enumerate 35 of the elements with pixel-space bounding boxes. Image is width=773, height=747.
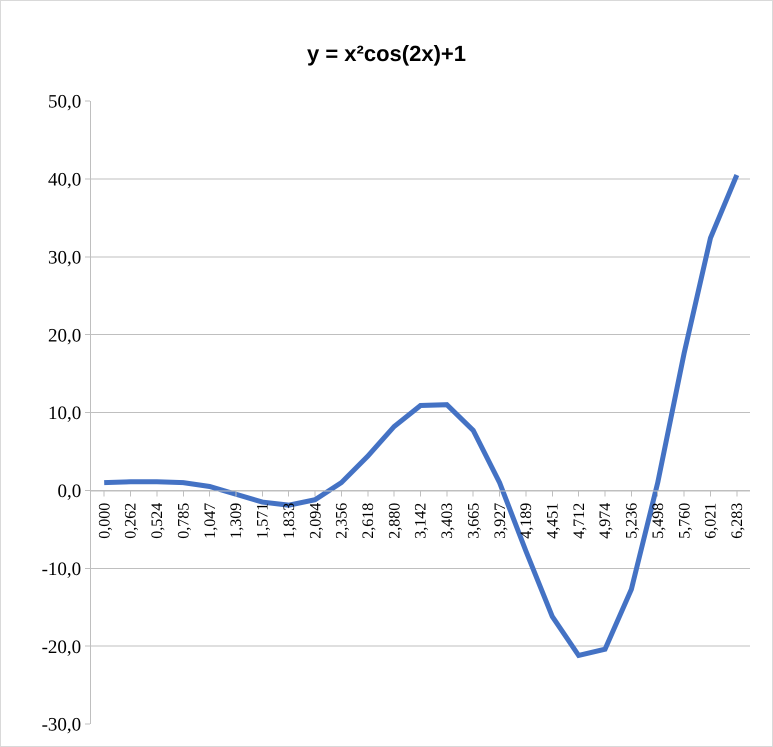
x-tick-label: 1,571 xyxy=(254,502,272,539)
y-tick-label: -20,0 xyxy=(42,636,82,658)
x-tick-label: 4,974 xyxy=(597,502,614,539)
x-tick-label: 4,712 xyxy=(570,502,588,539)
x-tick-label: 0,785 xyxy=(175,502,192,539)
x-tick-label: 1,047 xyxy=(202,502,219,539)
y-tick-label: 30,0 xyxy=(48,247,82,268)
x-tick-label: 5,498 xyxy=(650,502,667,539)
y-tick-label: 10,0 xyxy=(48,403,82,424)
x-tick-label: 3,142 xyxy=(412,502,430,539)
x-tick-label: 3,927 xyxy=(492,502,509,539)
y-tick-label: 50,0 xyxy=(48,92,82,113)
x-tick-label: 0,262 xyxy=(122,502,140,539)
x-tick-label: 0,000 xyxy=(96,502,114,539)
y-tick-label: 40,0 xyxy=(48,170,82,191)
x-tick-label: 5,760 xyxy=(676,502,694,539)
x-tick-label: 5,236 xyxy=(624,502,641,539)
x-tick-label: 2,094 xyxy=(307,502,324,539)
x-tick-label: 1,833 xyxy=(280,502,298,539)
y-tick-label: -30,0 xyxy=(42,714,82,736)
x-tick-label: 2,880 xyxy=(386,502,404,539)
x-tick-label: 2,618 xyxy=(360,502,377,539)
x-tick-label: 3,403 xyxy=(439,502,456,539)
x-tick-label: 3,665 xyxy=(465,502,482,539)
x-tick-label: 6,021 xyxy=(702,502,720,539)
x-tick-label: 2,356 xyxy=(334,502,351,539)
y-tick-label: 0,0 xyxy=(57,481,82,502)
y-tick-label: 20,0 xyxy=(48,325,82,346)
x-tick-label: 1,309 xyxy=(228,502,246,539)
y-tick-label: -10,0 xyxy=(42,558,82,580)
x-tick-label: 4,189 xyxy=(518,502,536,539)
x-tick-label: 6,283 xyxy=(729,502,746,539)
chart-title: y = x²cos(2x)+1 xyxy=(307,41,466,66)
x-tick-label: 4,451 xyxy=(544,502,562,539)
x-tick-label: 0,524 xyxy=(149,502,166,539)
